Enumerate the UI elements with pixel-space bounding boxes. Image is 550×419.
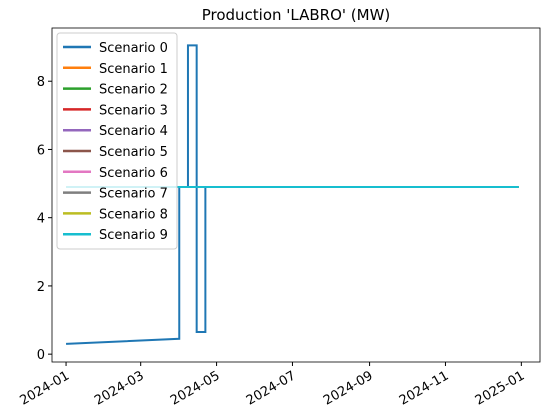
- y-tick-label: 4: [37, 212, 45, 227]
- x-tick-label: 2024-01: [18, 368, 73, 408]
- x-tick-label: 2024-03: [92, 368, 147, 408]
- legend-label: Scenario 6: [99, 166, 168, 181]
- chart-title: Production 'LABRO' (MW): [202, 6, 391, 24]
- y-tick-label: 8: [37, 75, 45, 90]
- legend-label: Scenario 3: [99, 103, 168, 118]
- legend-label: Scenario 8: [99, 207, 168, 222]
- legend-label: Scenario 7: [99, 187, 168, 202]
- y-tick-label: 0: [37, 348, 45, 363]
- x-tick-label: 2024-11: [397, 368, 452, 408]
- plot-frame: [51, 27, 541, 363]
- x-tick-label: 2025-01: [473, 368, 528, 408]
- legend-label: Scenario 1: [99, 62, 168, 77]
- x-tick-label: 2024-05: [168, 368, 223, 408]
- y-tick-label: 6: [37, 143, 45, 158]
- legend-label: Scenario 5: [99, 145, 168, 160]
- legend-box: [56, 32, 178, 250]
- y-tick-label: 2: [37, 280, 45, 295]
- legend-label: Scenario 4: [99, 124, 168, 139]
- legend-label: Scenario 2: [99, 83, 168, 98]
- line-series: [66, 44, 519, 345]
- x-tick-label: 2024-07: [244, 368, 299, 408]
- legend-label: Scenario 0: [99, 41, 168, 56]
- legend-label: Scenario 9: [99, 228, 168, 243]
- x-tick-label: 2024-09: [321, 368, 376, 408]
